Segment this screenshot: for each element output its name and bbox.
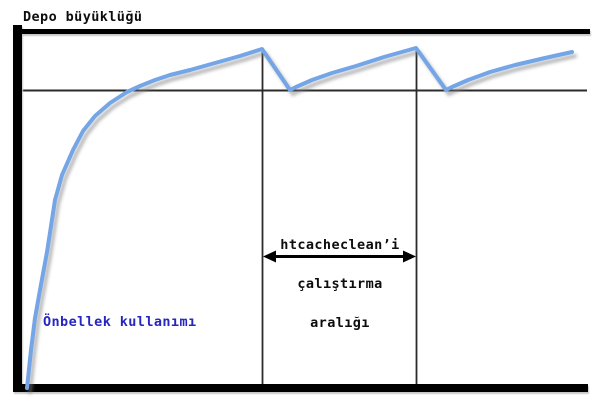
interval-arrow	[263, 250, 416, 263]
arrow-head-right-icon	[403, 250, 416, 263]
curve-label: Önbellek kullanımı	[43, 314, 197, 330]
chart-frame	[13, 25, 590, 392]
x-axis	[13, 384, 588, 392]
interval-annotation-line2: çalıştırma	[297, 276, 383, 292]
interval-annotation: htcacheclean’i çalıştırma aralığı	[250, 213, 430, 356]
cache-usage-curve	[25, 46, 574, 390]
arrow-head-left-icon	[263, 250, 276, 263]
interval-annotation-line3: aralığı	[310, 315, 370, 331]
interval-annotation-line1: htcacheclean’i	[280, 237, 400, 253]
chart-title: Depo büyüklüğü	[23, 9, 143, 25]
y-axis	[13, 25, 22, 392]
